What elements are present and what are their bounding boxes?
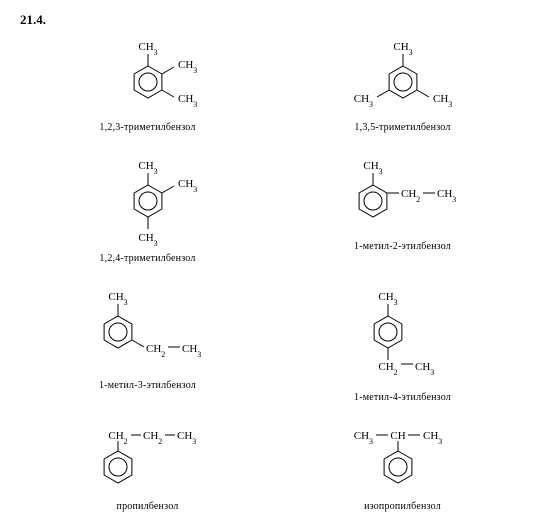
svg-text:CH3: CH3 — [415, 361, 434, 377]
caption: изопропилбензол — [364, 501, 441, 512]
caption: 1-метил-2-этилбензол — [354, 241, 451, 252]
compound-8: CH3 CH CH3 изопропилбензол — [295, 421, 510, 512]
compound-5: CH3 CH2 CH3 1-метил-3-этилбензол — [40, 282, 255, 403]
caption: 1,2,4-триметилбензол — [99, 253, 195, 264]
svg-text:CH3: CH3 — [138, 232, 157, 248]
svg-text:CH3: CH3 — [177, 430, 196, 446]
svg-text:CH3: CH3 — [437, 188, 456, 204]
compound-4: CH3 CH2 CH3 1-метил-2-этилбензол — [295, 151, 510, 264]
svg-text:CH3: CH3 — [353, 93, 372, 109]
structure-svg: CH3 CH2 CH3 — [323, 151, 483, 239]
svg-text:CH3: CH3 — [353, 430, 372, 446]
caption: 1,3,5-триметилбензол — [354, 122, 450, 133]
caption: 1-метил-4-этилбензол — [354, 392, 451, 403]
svg-text:CH2: CH2 — [146, 343, 165, 359]
exercise-number: 21.4. — [20, 12, 530, 28]
compound-1: CH3 CH3 CH3 1,2,3-триметилбензол — [40, 32, 255, 133]
svg-text:CH3: CH3 — [178, 178, 197, 194]
structure-svg: CH3 CH2 CH3 — [333, 282, 473, 390]
caption: 1,2,3-триметилбензол — [99, 122, 195, 133]
structure-svg: CH3 CH3 CH3 — [88, 32, 208, 120]
structure-svg: CH3 CH3 CH3 — [88, 151, 208, 251]
compound-7: CH2 CH2 CH3 пропилбензол — [40, 421, 255, 512]
caption: 1-метил-3-этилбензол — [99, 380, 196, 391]
svg-text:CH3: CH3 — [178, 93, 197, 109]
svg-text:CH2: CH2 — [143, 430, 162, 446]
compound-3: CH3 CH3 CH3 1,2,4-триметилбензол — [40, 151, 255, 264]
structure-svg: CH3 CH CH3 — [318, 421, 488, 499]
svg-text:CH3: CH3 — [423, 430, 442, 446]
caption: пропилбензол — [117, 501, 179, 512]
svg-text:CH2: CH2 — [378, 361, 397, 377]
svg-text:CH: CH — [390, 430, 405, 442]
svg-text:CH3: CH3 — [178, 59, 197, 75]
compound-2: CH3 CH3 CH3 1,3,5-триметилбензол — [295, 32, 510, 133]
svg-text:CH2: CH2 — [401, 188, 420, 204]
svg-text:CH3: CH3 — [182, 343, 201, 359]
structure-svg: CH3 CH2 CH3 — [68, 282, 228, 378]
structure-svg: CH2 CH2 CH3 — [63, 421, 233, 499]
structure-grid: CH3 CH3 CH3 1,2,3-триметилбензол CH3 CH3… — [20, 32, 530, 512]
svg-text:CH3: CH3 — [433, 93, 452, 109]
compound-6: CH3 CH2 CH3 1-метил-4-этилбензол — [295, 282, 510, 403]
structure-svg: CH3 CH3 CH3 — [333, 32, 473, 120]
